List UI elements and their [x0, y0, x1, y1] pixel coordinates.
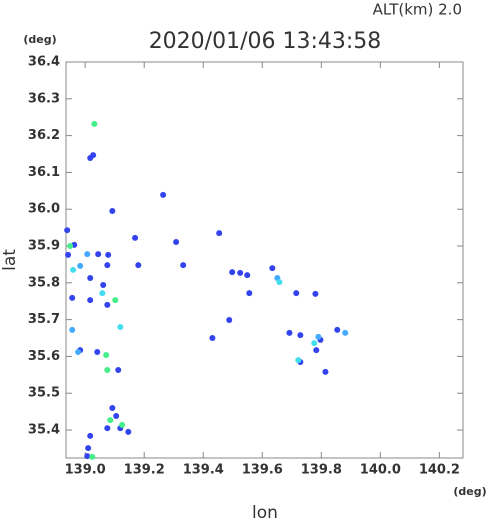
point	[104, 262, 111, 269]
y-axis-label: lat	[0, 249, 20, 271]
altitude-label: ALT(km) 2.0	[373, 1, 462, 19]
point	[173, 238, 180, 245]
y-tick-label: 35.5	[28, 386, 60, 401]
point	[115, 367, 122, 374]
point	[109, 404, 116, 411]
y-tick-label: 36.0	[28, 202, 60, 217]
point	[293, 290, 300, 297]
y-tick-label: 35.8	[28, 275, 60, 290]
point	[104, 425, 111, 432]
point	[132, 234, 139, 241]
point	[315, 333, 322, 340]
x-tick-label: 139.8	[301, 463, 342, 478]
point	[322, 368, 329, 375]
point	[104, 301, 111, 308]
y-tick-label: 35.4	[28, 423, 60, 438]
point	[125, 428, 132, 435]
point	[85, 445, 92, 452]
x-tick-label: 139.0	[65, 463, 106, 478]
point	[64, 227, 71, 234]
point	[112, 297, 119, 304]
point	[334, 326, 341, 333]
y-tick-label: 36.1	[28, 165, 60, 180]
y-unit: (deg)	[23, 33, 56, 46]
x-axis-label: lon	[252, 503, 278, 521]
point	[99, 290, 106, 297]
point	[113, 413, 120, 420]
point	[104, 367, 111, 374]
point	[342, 329, 349, 336]
y-tick-label: 35.9	[28, 239, 60, 254]
x-tick-label: 139.4	[183, 463, 224, 478]
point	[135, 262, 142, 269]
point	[237, 269, 244, 276]
x-unit: (deg)	[453, 485, 486, 498]
point	[105, 251, 112, 258]
point	[65, 251, 72, 258]
point	[67, 243, 74, 250]
point	[209, 335, 216, 342]
x-tick-label: 139.6	[242, 463, 283, 478]
point	[95, 251, 102, 258]
point	[70, 266, 77, 273]
x-tick-label: 139.2	[124, 463, 165, 478]
point	[269, 265, 276, 272]
point	[103, 351, 110, 358]
point	[77, 262, 84, 269]
point	[84, 251, 91, 258]
x-tick-label: 140.0	[360, 463, 401, 478]
point	[117, 323, 124, 330]
y-tick-label: 35.7	[28, 312, 60, 327]
point	[69, 294, 76, 301]
point	[244, 272, 251, 279]
point	[229, 269, 236, 276]
point	[180, 262, 187, 269]
chart-title: 2020/01/06 13:43:58	[149, 29, 382, 54]
point	[226, 316, 233, 323]
point	[94, 349, 101, 356]
point	[109, 208, 116, 215]
point	[89, 453, 96, 460]
point	[91, 120, 98, 127]
point	[87, 432, 94, 439]
point	[311, 340, 318, 347]
point	[246, 290, 253, 297]
y-tick-label: 36.4	[28, 55, 60, 70]
point	[87, 155, 94, 162]
point	[216, 230, 223, 237]
point	[107, 417, 114, 424]
point	[295, 357, 302, 364]
y-tick-label: 36.2	[28, 128, 60, 143]
point	[286, 329, 293, 336]
point	[75, 349, 82, 356]
point	[84, 453, 91, 460]
point	[69, 326, 76, 333]
point	[87, 275, 94, 282]
y-tick-label: 35.6	[28, 349, 60, 364]
point	[87, 297, 94, 304]
point	[119, 421, 126, 428]
point	[312, 290, 319, 297]
point	[100, 282, 107, 289]
x-tick-label: 140.2	[419, 463, 460, 478]
y-tick-label: 36.3	[28, 91, 60, 106]
point	[276, 279, 283, 286]
plot-frame	[65, 61, 464, 459]
point	[160, 191, 167, 198]
point	[313, 347, 320, 354]
point	[297, 332, 304, 339]
